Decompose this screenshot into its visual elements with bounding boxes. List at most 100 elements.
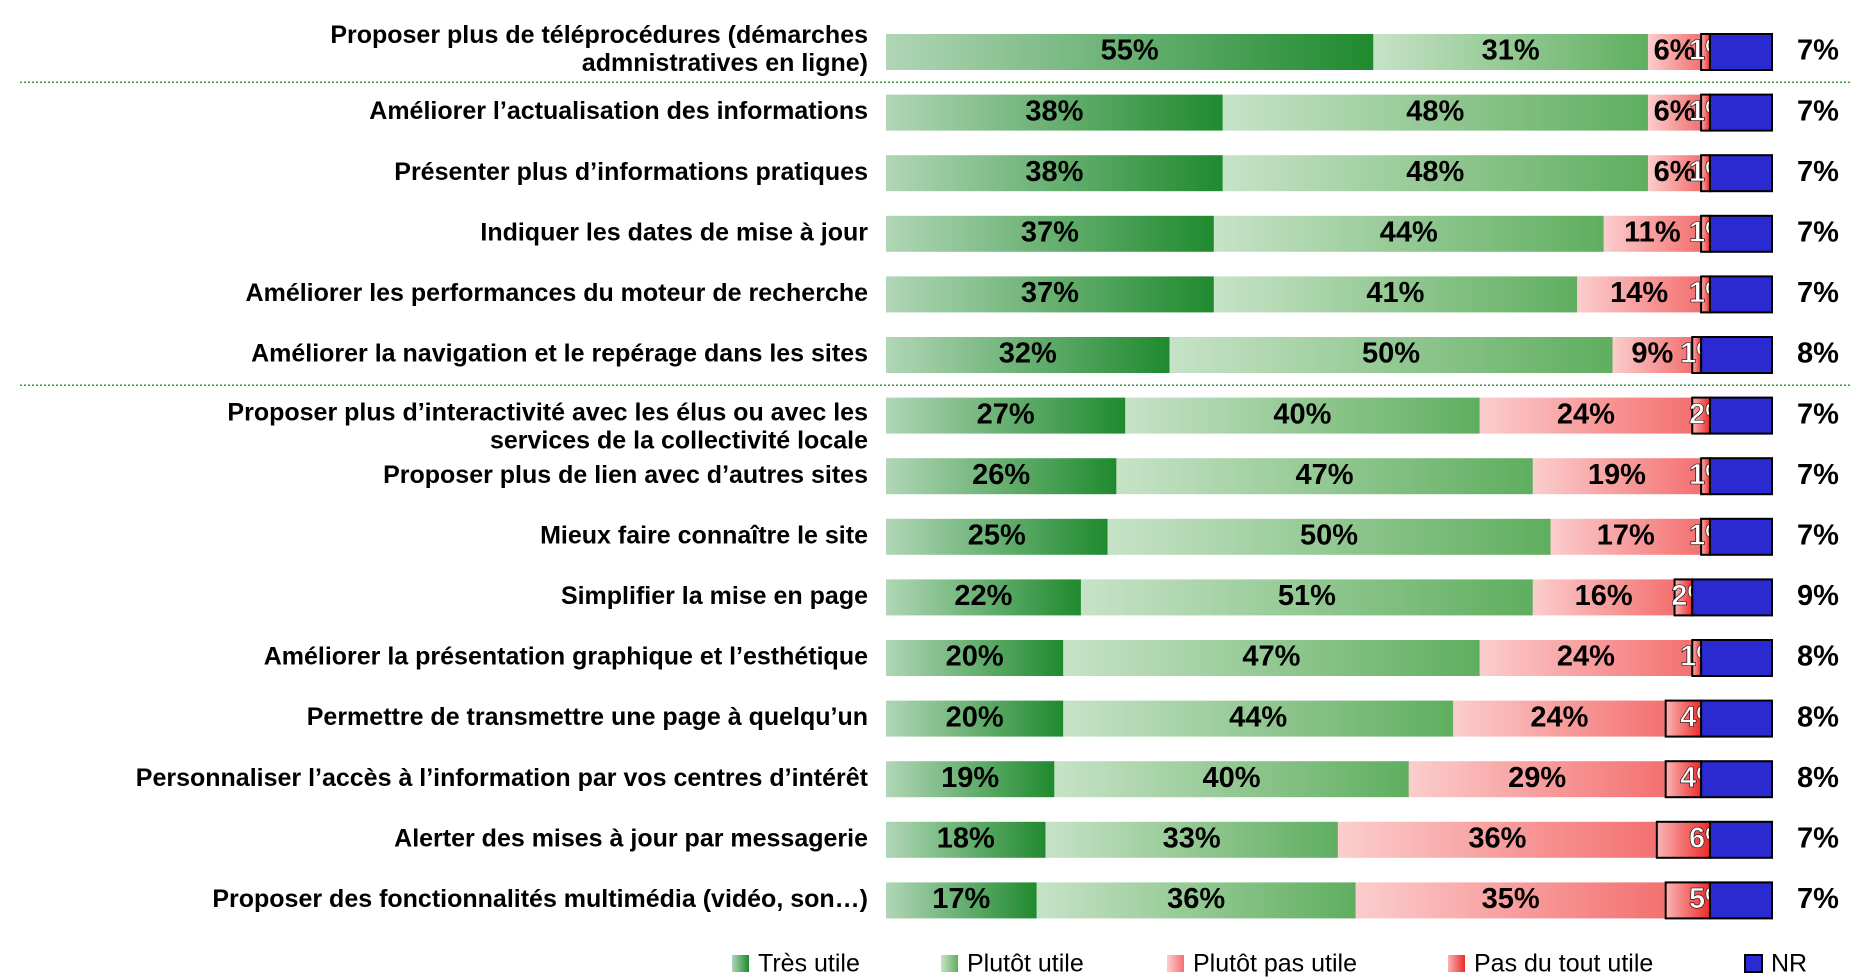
bar-segment (1532, 458, 1702, 495)
bar-segment (1664, 699, 1703, 738)
value-label: 44% (1380, 216, 1438, 248)
bar-segment (1036, 882, 1356, 919)
bar-segment (886, 882, 1037, 919)
bar-segment (1700, 639, 1773, 677)
bar-segment (1664, 760, 1703, 799)
bar-segment (1708, 214, 1773, 253)
bar-segment (1700, 760, 1773, 799)
nr-label: 8% (1797, 338, 1839, 370)
bar-segment (1550, 518, 1702, 555)
legend-swatch (732, 955, 749, 972)
bar-segment (886, 518, 1108, 555)
bar-segment (1708, 154, 1773, 193)
bar-segment (1647, 34, 1702, 70)
bar-segment (1655, 820, 1711, 859)
nr-label: 7% (1797, 156, 1839, 188)
bar-segment (1577, 276, 1702, 313)
bar-segment (886, 579, 1081, 616)
bar-segment (1664, 881, 1711, 920)
value-label: 29% (1508, 762, 1566, 794)
bar-segment (1116, 458, 1533, 495)
value-label: 27% (977, 398, 1035, 430)
value-label: 25% (968, 519, 1026, 551)
bar-segment (1045, 821, 1338, 858)
nr-label: 7% (1797, 398, 1839, 430)
nr-label: 7% (1797, 277, 1839, 309)
value-label: 51% (1278, 580, 1336, 612)
bar-segment (886, 155, 1223, 192)
value-label: 33% (1163, 822, 1221, 854)
value-label: 19% (941, 762, 999, 794)
value-label: 6% (1654, 156, 1696, 188)
bar-segment (1603, 215, 1702, 252)
bar-segment (886, 215, 1214, 252)
bar-segment (1080, 579, 1533, 616)
legend-swatch (1167, 955, 1184, 972)
value-label: 41% (1366, 277, 1424, 309)
legend-label: Plutôt utile (967, 950, 1084, 978)
value-label: 14% (1610, 277, 1668, 309)
bar-segment (1408, 761, 1666, 798)
bar-segment (886, 821, 1046, 858)
value-label: 38% (1025, 95, 1083, 127)
bar-segment (1532, 579, 1675, 616)
value-label: 19% (1588, 459, 1646, 491)
nr-label: 9% (1797, 580, 1839, 612)
bar-segment (1479, 640, 1693, 676)
value-label: 20% (946, 701, 1004, 733)
bar-segment (886, 337, 1170, 373)
value-label: 24% (1557, 398, 1615, 430)
nr-label: 7% (1797, 519, 1839, 551)
value-label: 48% (1406, 95, 1464, 127)
legend-label: NR (1771, 950, 1807, 978)
legend-label: Plutôt pas utile (1193, 950, 1357, 978)
value-label: 47% (1242, 641, 1300, 673)
value-label: 31% (1482, 35, 1540, 67)
nr-label: 7% (1797, 822, 1839, 854)
bar-segment (1612, 337, 1693, 373)
category-label: Présenter plus d’informations pratiques (394, 158, 868, 186)
value-label: 24% (1530, 701, 1588, 733)
value-label: 32% (999, 338, 1057, 370)
bar-segment (886, 276, 1214, 313)
bar-segment (1708, 457, 1773, 496)
category-label: Proposer plus de téléprocédures (démarch… (330, 21, 868, 77)
bar-segment (1169, 337, 1613, 373)
value-label: 37% (1021, 277, 1079, 309)
category-label: Améliorer la navigation et le repérage d… (251, 340, 868, 368)
value-label: 11% (1624, 216, 1681, 248)
nr-label: 7% (1797, 883, 1839, 915)
category-label: Alerter des mises à jour par messagerie (394, 824, 868, 852)
bar-segment (1708, 517, 1773, 556)
value-label: 22% (954, 580, 1012, 612)
legend-label: Pas du tout utile (1474, 950, 1653, 978)
bar-segment (1700, 699, 1773, 738)
category-label: Améliorer la présentation graphique et l… (264, 643, 868, 671)
bar-segment (1708, 275, 1773, 314)
value-label: 38% (1025, 156, 1083, 188)
bar-segment (1708, 881, 1773, 920)
value-label: 47% (1296, 459, 1354, 491)
value-label: 20% (946, 641, 1004, 673)
bar-segment (886, 458, 1117, 495)
bar-segment (1063, 700, 1454, 737)
bar-segment (886, 34, 1374, 70)
bar-segment (1691, 578, 1774, 617)
bar-segment (886, 640, 1064, 676)
nr-label: 8% (1797, 641, 1839, 673)
value-label: 37% (1021, 216, 1079, 248)
value-label: 26% (972, 459, 1030, 491)
category-label: Améliorer les performances du moteur de … (246, 279, 869, 307)
value-label: 50% (1300, 519, 1358, 551)
value-label: 44% (1229, 701, 1287, 733)
category-label: Indiquer les dates de mise à jour (480, 218, 868, 246)
category-label: Permettre de transmettre une page à quel… (307, 703, 868, 731)
bar-segment (886, 700, 1064, 737)
value-label: 36% (1468, 822, 1526, 854)
bar-segment (1222, 94, 1648, 131)
category-label: Simplifier la mise en page (561, 582, 868, 610)
bar-segment (1647, 155, 1702, 192)
category-label: Mieux faire connaître le site (540, 521, 868, 549)
bar-segment (1708, 820, 1773, 859)
